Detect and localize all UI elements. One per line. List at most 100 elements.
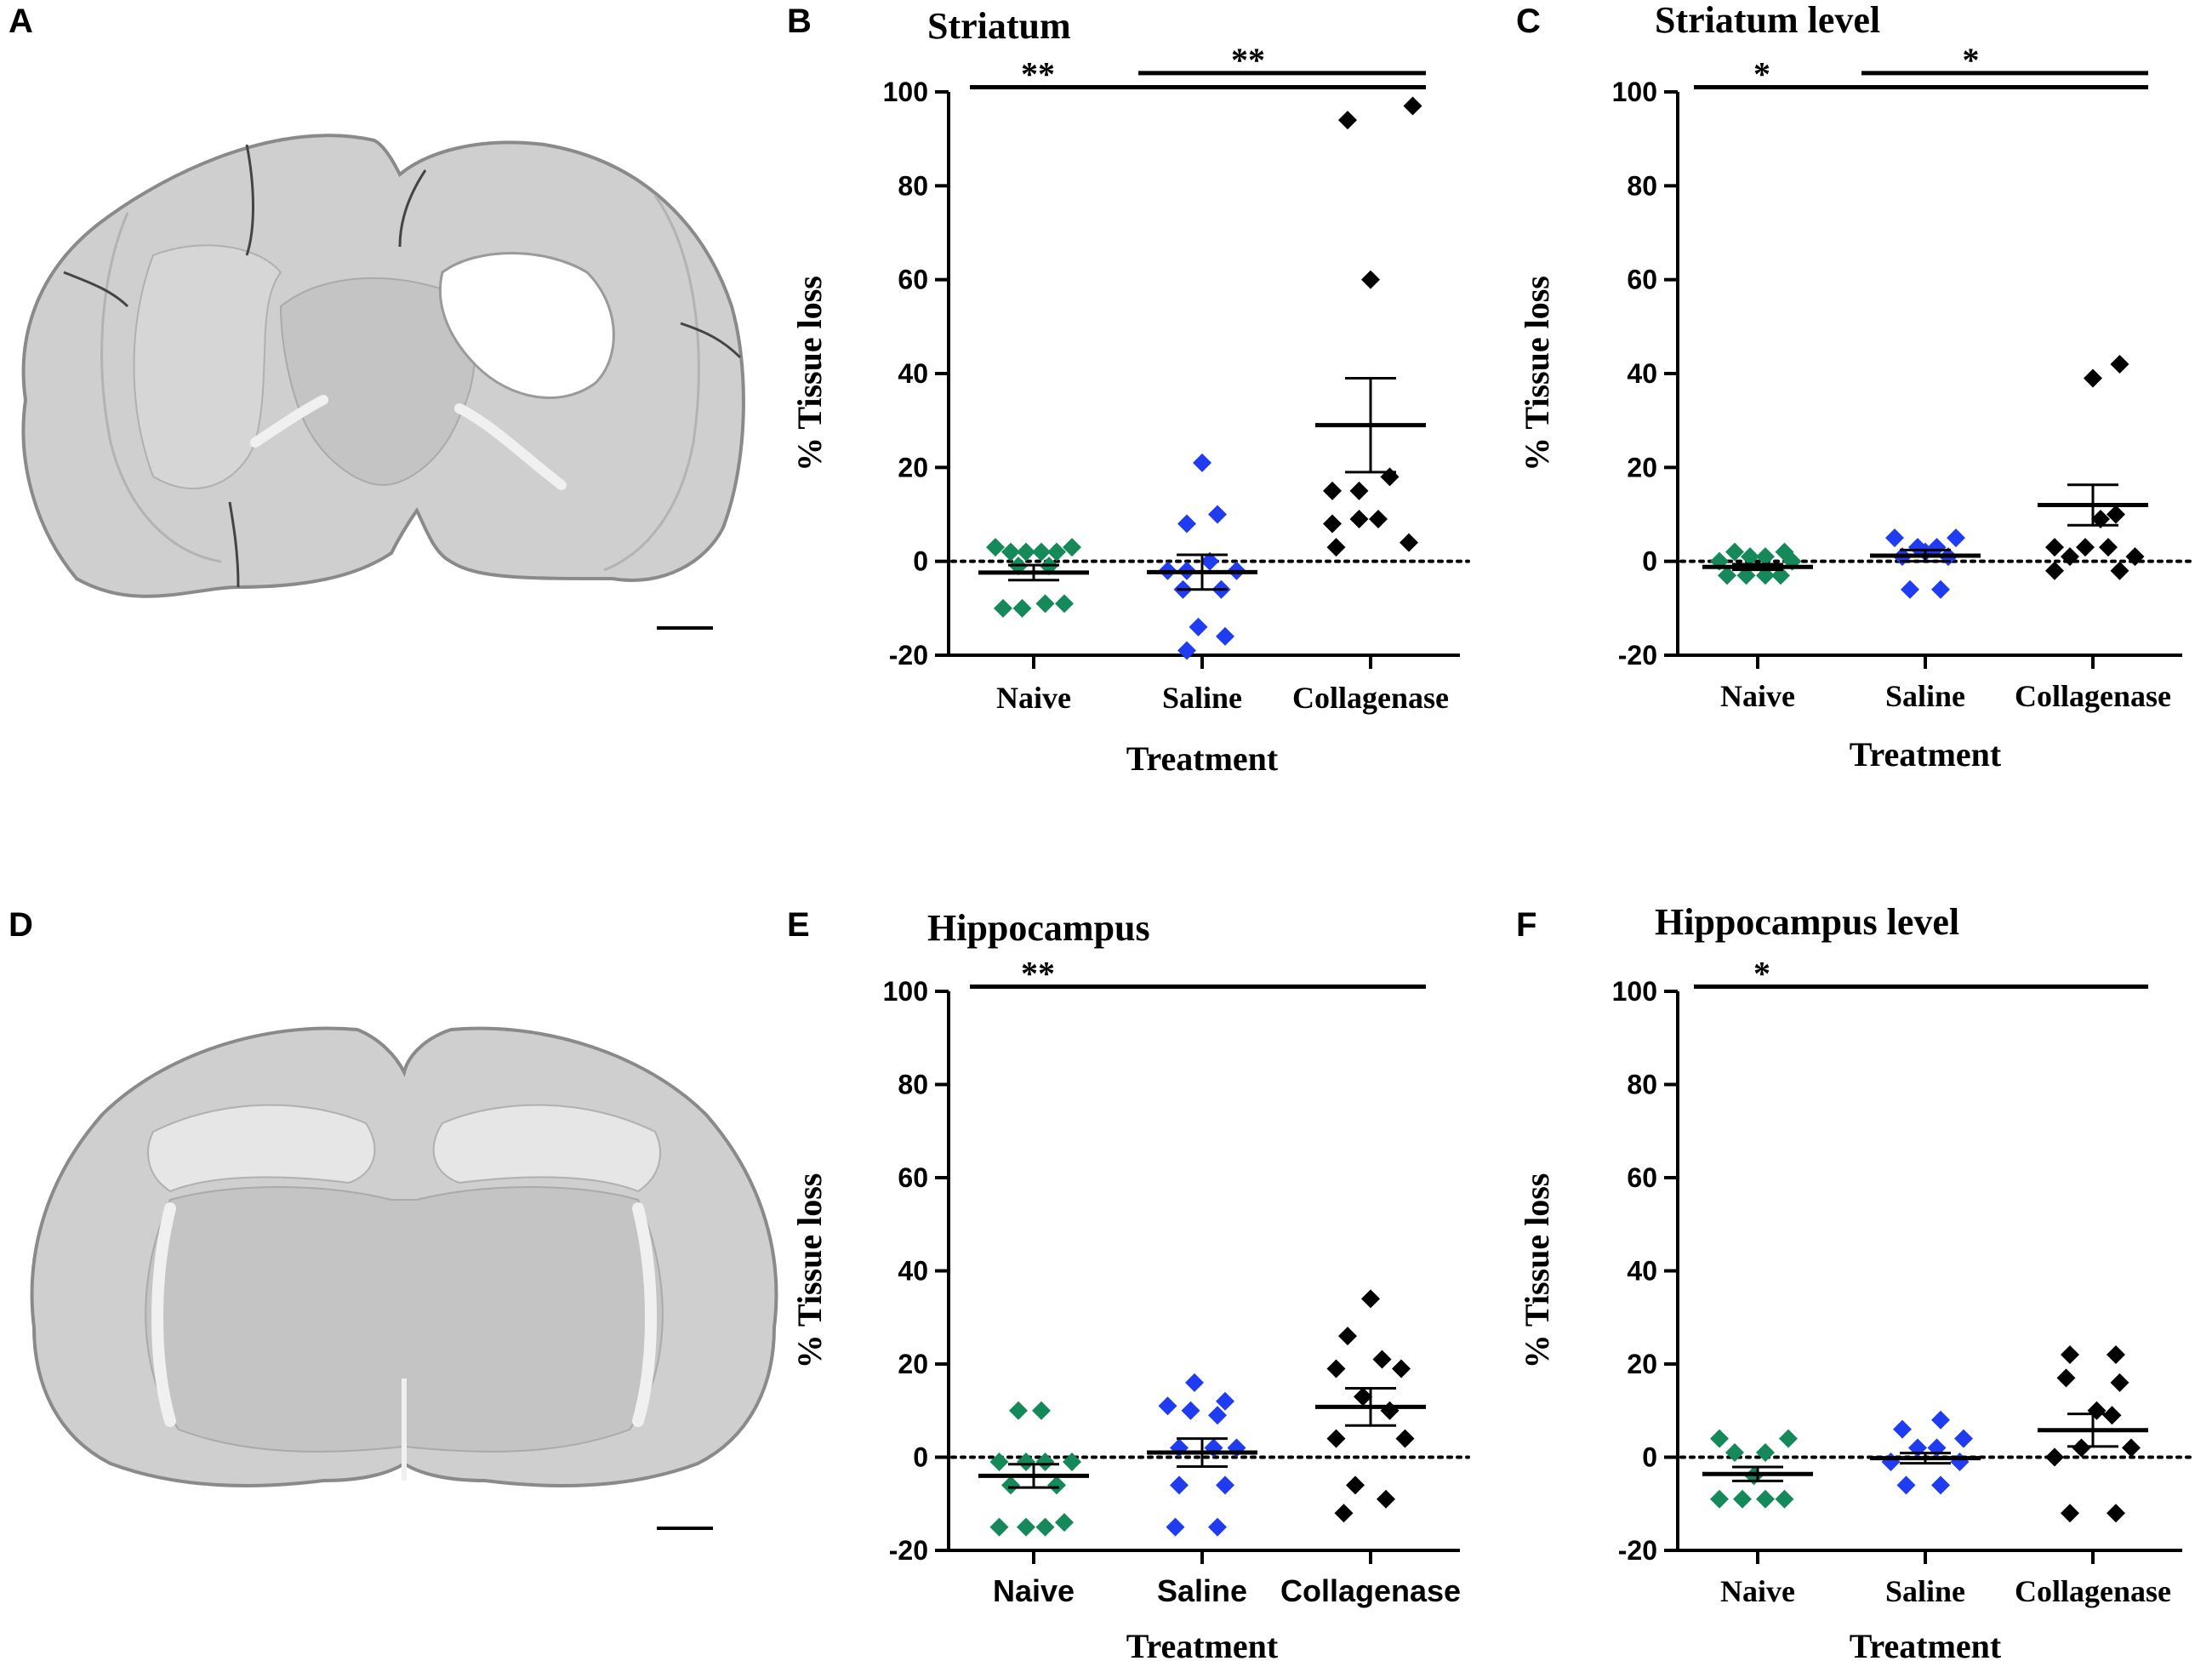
data-point-saline bbox=[1216, 1475, 1234, 1495]
data-point-collagenase bbox=[2125, 547, 2145, 567]
data-point-collagenase bbox=[2102, 1406, 2122, 1425]
data-point-saline bbox=[1931, 1475, 1950, 1495]
data-point-saline bbox=[1208, 505, 1227, 524]
data-point-naive bbox=[1012, 598, 1032, 618]
y-tick-label: 100 bbox=[1612, 77, 1657, 107]
y-tick-label: 0 bbox=[913, 1442, 928, 1473]
significance-label: ** bbox=[1021, 54, 1055, 93]
y-tick-label: 20 bbox=[1627, 1349, 1657, 1379]
chart-title: Striatum level bbox=[1655, 0, 1880, 41]
data-point-saline bbox=[1185, 1373, 1204, 1392]
y-tick-label: 20 bbox=[898, 1349, 928, 1379]
data-point-collagenase bbox=[2122, 1438, 2141, 1458]
data-point-collagenase bbox=[1326, 538, 1346, 557]
significance-label: * bbox=[1753, 54, 1770, 93]
y-tick-label: 60 bbox=[898, 1162, 928, 1193]
data-point-naive bbox=[1055, 1513, 1074, 1533]
y-tick-label: 0 bbox=[913, 546, 928, 577]
data-point-naive bbox=[1725, 542, 1744, 562]
panel-letter-a: A bbox=[9, 3, 33, 40]
y-axis-title: % Tissue loss bbox=[1518, 1173, 1556, 1369]
data-point-naive bbox=[1032, 1401, 1051, 1420]
chart-striatum: Striatum -20 0 20 40 60 80 100 Naive Saline Collag… bbox=[790, 5, 1470, 778]
significance-label: ** bbox=[1021, 955, 1055, 993]
data-point-collagenase bbox=[1400, 533, 1418, 552]
data-point-saline bbox=[1170, 1475, 1189, 1495]
data-point-naive bbox=[1733, 1489, 1752, 1509]
x-tick-label: Saline bbox=[1885, 1574, 1965, 1608]
chart-title: Striatum bbox=[927, 5, 1071, 47]
x-axis-title: Treatment bbox=[1850, 735, 2002, 773]
y-tick-label: 20 bbox=[1627, 452, 1657, 482]
data-point-collagenase bbox=[1372, 1350, 1392, 1369]
panel-letter-d: D bbox=[9, 906, 33, 944]
data-point-collagenase bbox=[2107, 505, 2125, 524]
y-tick-label: 60 bbox=[1627, 265, 1657, 295]
chart-hippocampus-level: Hippocampus level -20 0 20 40 60 80 100 Naive Sal… bbox=[1518, 901, 2192, 1661]
data-point-saline bbox=[1947, 528, 1965, 548]
chart-hippocampus: Hippocampus -20 0 20 40 60 80 100 Naive Saline Col… bbox=[790, 907, 1470, 1661]
data-point-saline bbox=[1954, 1429, 1973, 1448]
data-point-saline bbox=[1193, 453, 1211, 472]
significance-label: * bbox=[1753, 955, 1770, 993]
data-point-saline bbox=[1166, 1517, 1185, 1537]
y-tick-label: 0 bbox=[1642, 1442, 1657, 1473]
data-point-collagenase bbox=[1349, 510, 1369, 529]
x-tick-label: Collagenase bbox=[1280, 1573, 1461, 1608]
data-point-saline bbox=[1896, 1475, 1916, 1495]
data-point-naive bbox=[1001, 542, 1020, 562]
data-point-saline bbox=[1885, 528, 1904, 548]
data-point-saline bbox=[1931, 1410, 1950, 1430]
data-point-collagenase bbox=[1377, 1489, 1395, 1509]
data-point-collagenase bbox=[1334, 1504, 1354, 1523]
data-point-naive bbox=[1017, 1452, 1035, 1471]
chart-title: Hippocampus level bbox=[1655, 901, 1959, 943]
data-point-collagenase bbox=[2091, 510, 2110, 529]
data-point-collagenase bbox=[1349, 481, 1369, 500]
data-point-naive bbox=[1710, 1429, 1729, 1448]
x-tick-label: Saline bbox=[1162, 681, 1242, 715]
data-point-naive bbox=[1063, 1452, 1081, 1471]
y-tick-label: -20 bbox=[889, 640, 928, 671]
data-point-collagenase bbox=[2107, 1345, 2125, 1365]
y-axis-title: % Tissue loss bbox=[790, 1173, 829, 1369]
brain-section-striatum-image bbox=[21, 134, 745, 630]
data-point-collagenase bbox=[2061, 1345, 2079, 1365]
data-point-saline bbox=[1189, 617, 1208, 636]
data-point-collagenase bbox=[2110, 354, 2129, 374]
y-tick-label: 40 bbox=[1627, 1256, 1657, 1287]
data-point-collagenase bbox=[1323, 514, 1342, 534]
data-point-naive bbox=[1725, 1443, 1744, 1463]
data-point-collagenase bbox=[1338, 1327, 1357, 1346]
y-tick-label: 40 bbox=[898, 358, 928, 389]
y-tick-label: 100 bbox=[1612, 976, 1657, 1007]
data-point-naive bbox=[1047, 1475, 1066, 1495]
y-tick-label: 80 bbox=[898, 1070, 928, 1100]
x-tick-label: Naive bbox=[1720, 679, 1795, 713]
data-point-collagenase bbox=[1392, 1359, 1411, 1378]
data-point-naive bbox=[1047, 542, 1066, 562]
data-point-saline bbox=[1881, 1452, 1901, 1471]
data-point-naive bbox=[986, 538, 1005, 557]
x-tick-label: Collagenase bbox=[2015, 679, 2171, 713]
data-point-naive bbox=[1035, 1452, 1055, 1471]
data-point-naive bbox=[994, 598, 1012, 618]
data-point-saline bbox=[1158, 1396, 1177, 1416]
y-tick-label: 100 bbox=[883, 976, 928, 1007]
data-point-collagenase bbox=[2072, 1438, 2091, 1458]
data-point-collagenase bbox=[2107, 1504, 2125, 1523]
chart-striatum-level: Striatum level -20 0 20 40 60 80 100 Naive Saline… bbox=[1518, 0, 2192, 773]
y-tick-label: -20 bbox=[889, 1535, 928, 1566]
y-tick-label: 60 bbox=[898, 265, 928, 295]
y-tick-label: 40 bbox=[898, 1256, 928, 1287]
x-tick-label: Collagenase bbox=[1292, 681, 1449, 715]
data-point-collagenase bbox=[2056, 1368, 2076, 1388]
significance-label: * bbox=[1963, 41, 1980, 79]
y-tick-label: 80 bbox=[1627, 1070, 1657, 1100]
data-point-collagenase bbox=[1395, 1429, 1415, 1448]
data-point-naive bbox=[1017, 1517, 1035, 1537]
data-point-collagenase bbox=[2076, 538, 2095, 557]
data-point-collagenase bbox=[1323, 481, 1342, 500]
brain-section-hippocampus-image bbox=[30, 1026, 778, 1530]
data-point-saline bbox=[1208, 1517, 1227, 1537]
